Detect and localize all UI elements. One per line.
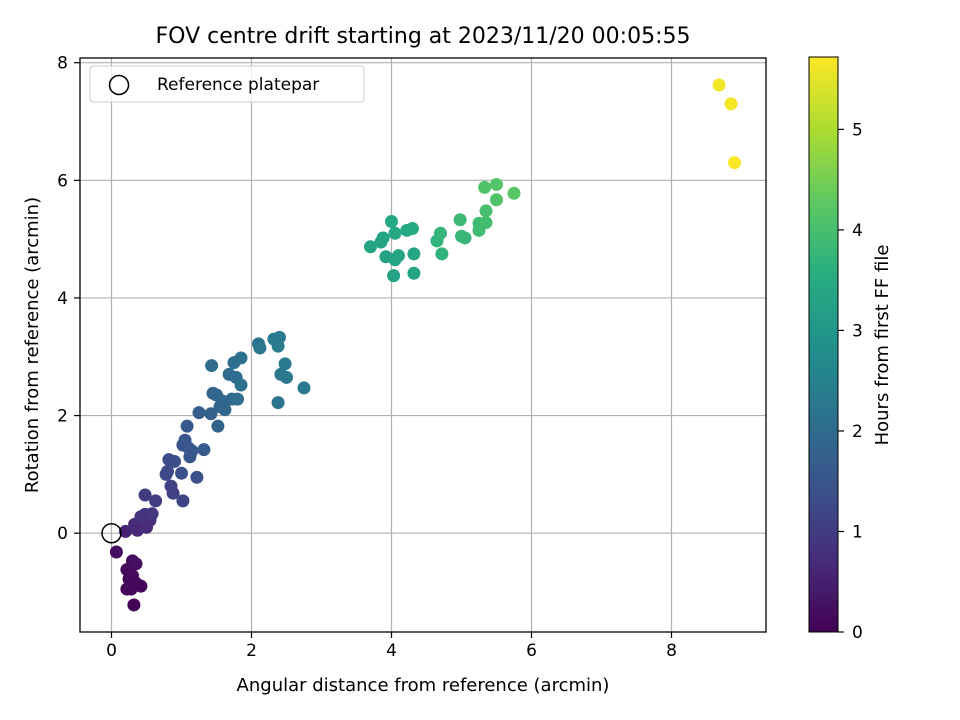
data-point <box>161 464 174 478</box>
data-point <box>271 396 285 410</box>
data-point <box>297 381 311 395</box>
data-point <box>218 403 232 417</box>
colorbar-tick-label: 0 <box>852 623 863 643</box>
data-point <box>109 545 123 559</box>
data-point <box>434 226 447 240</box>
data-point <box>280 370 293 384</box>
y-tick-label: 8 <box>57 54 68 74</box>
data-point <box>231 392 244 406</box>
data-point <box>127 598 141 612</box>
data-point <box>712 78 726 92</box>
legend-entry-label: Reference platepar <box>157 75 319 95</box>
legend-box <box>89 65 365 103</box>
data-point <box>507 186 521 200</box>
data-point <box>234 351 248 365</box>
y-tick-label: 4 <box>57 289 68 309</box>
data-point <box>166 486 180 500</box>
data-point <box>458 231 472 245</box>
colorbar-ticks: 0 1 2 3 4 5 <box>838 120 863 643</box>
x-tick-label: 0 <box>106 641 117 661</box>
legend-reference-marker-icon <box>108 74 130 96</box>
colorbar-tick-label: 2 <box>852 422 863 442</box>
colorbar-gradient <box>808 56 839 633</box>
colorbar-tick-label: 3 <box>852 321 863 341</box>
data-point <box>479 204 493 218</box>
x-axis-label: Angular distance from reference (arcmin) <box>237 675 610 696</box>
data-point <box>376 231 390 245</box>
data-point <box>385 214 398 228</box>
reference-marker-group <box>101 522 122 544</box>
y-tick-label: 0 <box>57 524 68 544</box>
data-point <box>490 177 503 191</box>
x-tick-label: 4 <box>386 641 397 661</box>
data-point <box>211 419 225 433</box>
data-point <box>728 156 741 170</box>
data-point <box>724 97 738 111</box>
data-point <box>190 470 204 484</box>
x-tick-label: 2 <box>246 641 257 661</box>
legend: Reference platepar <box>89 65 365 103</box>
data-point <box>273 330 286 344</box>
plot-frame <box>79 57 767 633</box>
data-point <box>205 359 219 373</box>
data-point <box>234 378 248 392</box>
data-point <box>197 443 211 457</box>
data-point <box>364 240 377 254</box>
data-points <box>109 78 741 612</box>
data-point <box>192 406 206 420</box>
colorbar-tick-label: 5 <box>852 120 863 140</box>
data-point <box>453 213 467 227</box>
data-point <box>140 520 153 534</box>
data-point <box>185 444 199 458</box>
colorbar-tick-label: 1 <box>852 522 863 542</box>
data-point <box>134 579 148 593</box>
data-point <box>175 466 188 480</box>
data-point <box>138 488 152 502</box>
data-point <box>124 582 138 596</box>
data-point <box>278 357 292 371</box>
y-tick-label: 6 <box>57 171 68 191</box>
data-point <box>478 180 492 194</box>
data-point <box>387 269 401 283</box>
grid-lines <box>80 58 766 632</box>
data-point <box>490 193 503 207</box>
y-axis-ticks: 0 2 4 6 8 <box>57 54 80 544</box>
data-point <box>119 524 132 538</box>
colorbar-tick-label: 4 <box>852 221 863 241</box>
x-tick-label: 6 <box>526 641 537 661</box>
data-point <box>168 454 181 468</box>
y-tick-label: 2 <box>57 407 68 427</box>
reference-platepar-marker <box>101 522 122 544</box>
data-point <box>406 222 419 236</box>
chart-title: FOV centre drift starting at 2023/11/20 … <box>156 24 691 49</box>
data-point <box>129 557 143 571</box>
data-point <box>253 341 267 355</box>
data-point <box>180 419 194 433</box>
data-point <box>435 247 449 261</box>
colorbar-label: Hours from first FF file <box>872 245 893 446</box>
data-point <box>388 226 402 240</box>
data-point <box>392 249 405 263</box>
x-tick-label: 8 <box>666 641 677 661</box>
colorbar: 0 1 2 3 4 5 Hours from first FF file <box>808 56 893 643</box>
data-point <box>145 507 159 521</box>
data-point <box>176 494 190 508</box>
data-point <box>407 247 421 261</box>
x-axis-ticks: 0 2 4 6 8 <box>106 632 677 661</box>
data-point <box>204 407 218 421</box>
data-point <box>479 216 493 230</box>
data-point <box>407 266 421 280</box>
y-axis-label: Rotation from reference (arcmin) <box>22 197 43 493</box>
data-point <box>149 494 163 508</box>
